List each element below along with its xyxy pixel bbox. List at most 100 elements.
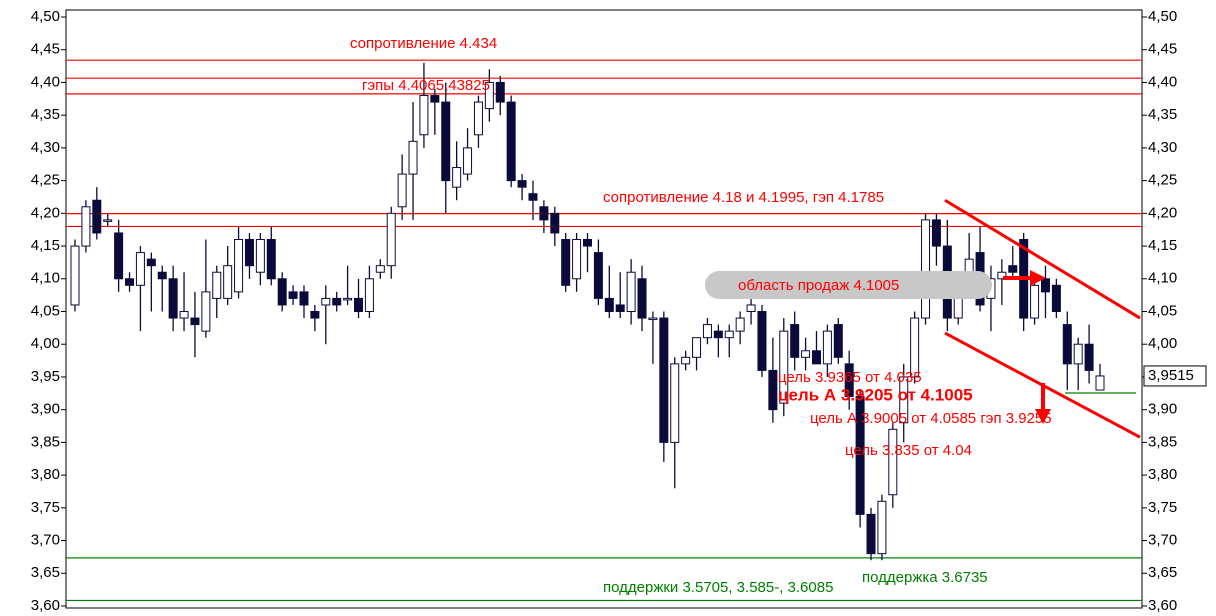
annotation: поддержка 3.6735 (862, 569, 988, 586)
candle-body (1040, 278, 1050, 293)
candle-body (419, 95, 429, 136)
candle-body (452, 167, 462, 188)
candle-body (266, 239, 276, 280)
candle-body (921, 219, 931, 319)
y-tick-label: 4,10 (31, 270, 60, 287)
y-tick-label: 3,90 (31, 401, 60, 418)
candle-body (811, 350, 821, 365)
candle-body (1051, 284, 1061, 313)
y2-tick-label: 4,25 (1148, 172, 1177, 189)
candle-body (888, 428, 898, 496)
y2-tick-label: 4,45 (1148, 41, 1177, 58)
candle-body (375, 265, 385, 273)
candle-body (1062, 324, 1072, 365)
down-arrow (1035, 383, 1051, 424)
y2-tick-label: 3,75 (1148, 499, 1177, 516)
candle-body (146, 258, 156, 267)
y2-tick-label: 4,00 (1148, 335, 1177, 352)
candle-body (288, 291, 298, 299)
candle-body (637, 278, 647, 319)
overlay (705, 270, 1051, 424)
y2-tick-label: 4,20 (1148, 204, 1177, 221)
last-price-box (1143, 365, 1207, 387)
y-tick-label: 4,20 (31, 204, 60, 221)
y-tick-label: 4,25 (31, 172, 60, 189)
annotation: цель 3.835 от 4.04 (845, 442, 972, 459)
candle-body (81, 206, 91, 247)
candle-body (659, 317, 669, 443)
annotation: область продаж 4.1005 (738, 277, 899, 294)
candle-body (517, 180, 527, 188)
candle-body (910, 317, 920, 378)
y2-tick-label: 4,35 (1148, 106, 1177, 123)
candle-body (506, 101, 516, 182)
candle-body (572, 239, 582, 280)
candle-body (114, 232, 124, 280)
y-tick-label: 3,95 (31, 368, 60, 385)
last-price-label: 3,9515 (1148, 367, 1194, 384)
candle-body (931, 219, 941, 247)
candle-body (1073, 343, 1083, 365)
candle-body (223, 265, 233, 299)
candle-body (168, 278, 178, 319)
candle-body (550, 212, 560, 234)
y-tick-label: 4,35 (31, 106, 60, 123)
y-tick-label: 4,40 (31, 73, 60, 90)
y-tick-label: 3,65 (31, 564, 60, 581)
annotation: цель 3.9365 от 4.035 (778, 369, 922, 386)
candle-body (397, 173, 407, 208)
annotation: сопротивление 4.18 и 4.1995, гэп 4.1785 (603, 189, 884, 206)
candle-body (648, 317, 658, 321)
y-tick-label: 4,50 (31, 8, 60, 25)
levels (66, 59, 1142, 602)
candle-body (735, 317, 745, 332)
candle-body (299, 291, 309, 306)
candle-body (408, 140, 418, 175)
candle-body (343, 297, 353, 301)
candle-body (495, 81, 505, 103)
candle-body (354, 297, 364, 312)
y2-tick-label: 3,85 (1148, 433, 1177, 450)
candle-body (135, 252, 145, 286)
y2-tick-label: 4,40 (1148, 73, 1177, 90)
y-tick-label: 4,45 (31, 41, 60, 58)
candle-body (702, 324, 712, 339)
candle-body (757, 311, 767, 371)
candle-body (201, 291, 211, 332)
y-tick-label: 4,15 (31, 237, 60, 254)
candle-body (473, 101, 483, 136)
trend-line (944, 198, 1141, 320)
candle-body (244, 239, 254, 267)
y-tick-label: 4,00 (31, 335, 60, 352)
candle-body (386, 212, 396, 267)
annotation: поддержки 3.5705, 3.585-, 3.6085 (603, 579, 833, 596)
candle-body (801, 350, 811, 358)
candle-body (626, 271, 636, 313)
y-tick-label: 4,30 (31, 139, 60, 156)
candle-body (779, 330, 789, 404)
candle-body (692, 337, 702, 358)
candle-body (190, 317, 200, 326)
y2-tick-label: 3,65 (1148, 564, 1177, 581)
candle-body (70, 245, 80, 306)
candle-body (833, 324, 843, 358)
y2-tick-label: 3,80 (1148, 466, 1177, 483)
annotations: сопротивление 4.434 гэпы 4.4065,43825 сопр… (350, 35, 1052, 596)
candle-body (92, 199, 102, 234)
candle-body (255, 239, 265, 273)
candle-body (539, 206, 549, 221)
candle-body (855, 396, 865, 515)
candle-body (583, 239, 592, 247)
y-tick-label: 3,70 (31, 532, 60, 549)
candle-body (866, 513, 876, 555)
candle-body (1008, 265, 1018, 273)
candle-body (561, 239, 571, 286)
right-arrow (1003, 270, 1046, 286)
y-tick-label: 3,75 (31, 499, 60, 516)
candle-body (364, 278, 374, 312)
sell-zone (705, 271, 992, 299)
y2-tick-label: 3,60 (1148, 597, 1177, 614)
candle-body (179, 311, 189, 319)
candle-body (681, 356, 691, 365)
